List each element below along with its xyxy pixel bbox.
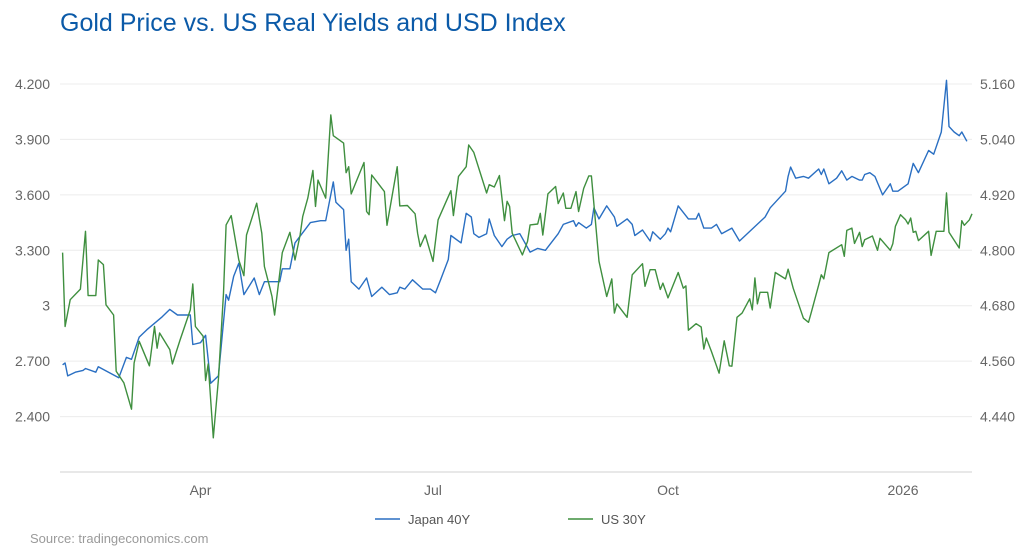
x-tick-label: Jul	[424, 482, 442, 498]
x-tick-label: 2026	[887, 482, 918, 498]
left-axis: 4.200 3.900 3.600 3.300 3 2.700 2.400	[15, 76, 50, 425]
series-line-us-30y	[61, 114, 973, 439]
left-tick-label: 3.900	[15, 131, 50, 147]
x-tick-label: Apr	[190, 482, 212, 498]
legend: Japan 40Y US 30Y	[375, 512, 646, 527]
x-axis: Apr Jul Oct 2026	[190, 482, 919, 498]
chart-title: Gold Price vs. US Real Yields and USD In…	[60, 9, 566, 37]
legend-label-japan-40y: Japan 40Y	[408, 512, 470, 527]
source-note: Source: tradingeconomics.com	[30, 531, 208, 546]
right-tick-label: 5.040	[980, 131, 1015, 147]
left-tick-label: 3.600	[15, 187, 50, 203]
right-tick-label: 5.160	[980, 76, 1015, 92]
right-tick-label: 4.920	[980, 187, 1015, 203]
right-tick-label: 4.680	[980, 298, 1015, 314]
series-line-japan-40y	[62, 79, 968, 384]
series-lines	[61, 79, 973, 439]
left-tick-label: 2.700	[15, 353, 50, 369]
left-tick-label: 2.400	[15, 409, 50, 425]
right-tick-label: 4.800	[980, 242, 1015, 258]
right-axis: 5.160 5.040 4.920 4.800 4.680 4.560 4.440	[980, 76, 1015, 425]
left-tick-label: 4.200	[15, 76, 50, 92]
legend-label-us-30y: US 30Y	[601, 512, 646, 527]
right-tick-label: 4.440	[980, 409, 1015, 425]
right-tick-label: 4.560	[980, 353, 1015, 369]
x-tick-label: Oct	[657, 482, 679, 498]
left-tick-label: 3	[42, 298, 50, 314]
gridlines	[60, 83, 972, 473]
left-tick-label: 3.300	[15, 242, 50, 258]
